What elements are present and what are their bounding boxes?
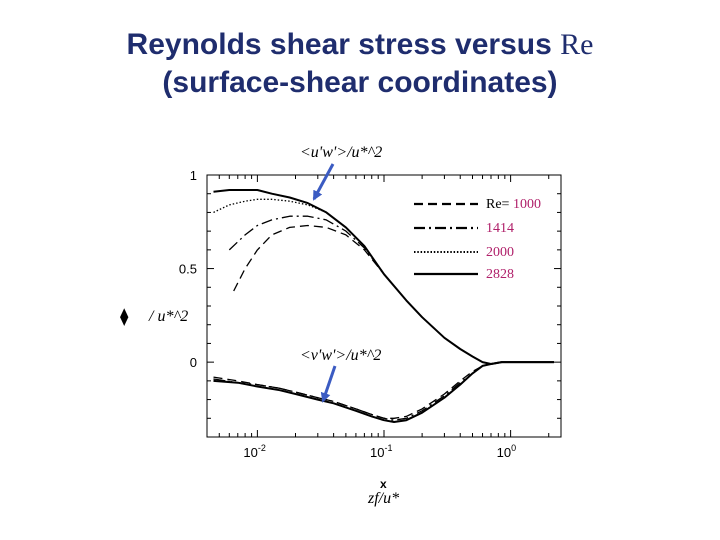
x-tick-label-2: 100 (497, 443, 516, 460)
vw-label: <v'w'>/u*^2 (300, 347, 381, 364)
series-uw-re-2000 (213, 198, 554, 365)
page-title: Reynolds shear stress versus Re (surface… (0, 26, 720, 102)
x-tick-label-1: 10-1 (370, 443, 392, 460)
curves (213, 189, 554, 423)
title-text: Reynolds shear stress versus (126, 28, 552, 61)
y-tick-label-1: 0.5 (179, 262, 197, 277)
plot-frame (206, 174, 562, 438)
uw-label: <u'w'>/u*^2 (300, 144, 382, 161)
series-uw-re-1000 (233, 224, 554, 365)
legend-label-2828: 2828 (486, 267, 514, 282)
uw-arrow (312, 163, 335, 201)
title-re: Re (560, 28, 594, 61)
series-vw-re-2000 (213, 361, 554, 423)
y-tick-label-0: 0 (190, 355, 197, 370)
series-uw-re-1414 (228, 215, 554, 365)
title-line-1: Reynolds shear stress versus Re (0, 26, 720, 64)
vw-arrow (320, 365, 337, 403)
legend-label-2000: 2000 (486, 245, 514, 260)
legend-label-1000: 1000 (513, 197, 541, 212)
left-axis-label: / u*^2 (148, 308, 188, 325)
legend-prefix: Re= (486, 197, 510, 212)
title-line-2: (surface-shear coordinates) (162, 66, 558, 99)
x-tick-label-0: 10-2 (243, 443, 265, 460)
legend: Re= 1000 1414 2000 2828 (414, 197, 541, 282)
series-vw-re-1414 (213, 361, 554, 421)
x-axis-label: zf/u* (367, 490, 399, 507)
y-tick-label-2: 1 (190, 168, 197, 183)
series-vw-re-2828 (213, 361, 554, 423)
series-vw-re-1000 (213, 361, 554, 419)
diamond-marker: ⧫ (120, 307, 129, 327)
x-axis-letter: x (380, 477, 387, 491)
legend-label-1414: 1414 (486, 221, 514, 236)
